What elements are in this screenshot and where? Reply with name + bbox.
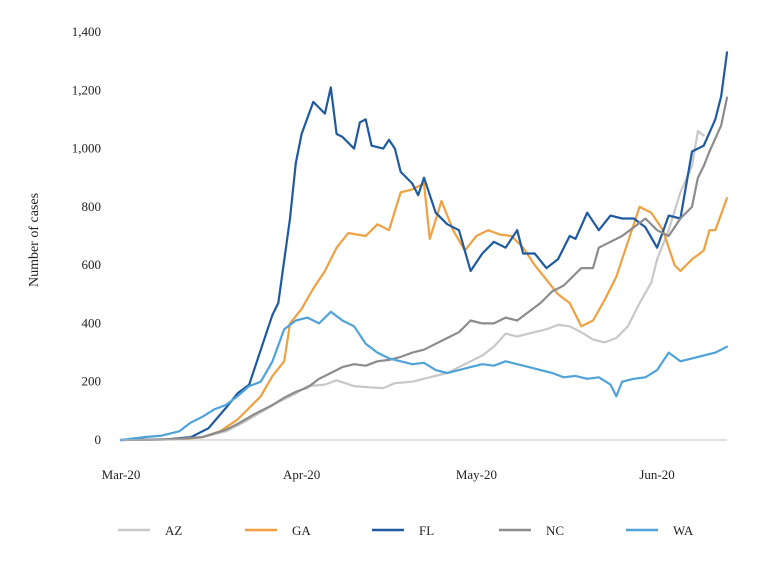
y-tick-label: 1,400 [72, 24, 101, 39]
series-line-nc [119, 96, 729, 442]
x-tick-label: May-20 [456, 467, 497, 482]
x-axis-ticks: Mar-20 Apr-20 May-20 Jun-20 [102, 467, 675, 482]
plot-area [119, 51, 729, 442]
y-axis-title: Number of cases [27, 193, 42, 287]
y-tick-label: 200 [82, 374, 102, 389]
y-tick-label: 1,000 [72, 141, 101, 156]
legend-label-az: AZ [165, 523, 182, 538]
legend-label-fl: FL [419, 523, 434, 538]
series-line-wa [119, 310, 729, 442]
series-line-fl [119, 51, 729, 442]
legend-label-nc: NC [546, 523, 564, 538]
legend-label-wa: WA [673, 523, 694, 538]
y-tick-label: 0 [95, 432, 102, 447]
y-tick-label: 600 [82, 257, 102, 272]
y-tick-label: 800 [82, 199, 102, 214]
x-tick-label: Apr-20 [283, 467, 320, 482]
x-tick-label: Jun-20 [639, 467, 674, 482]
y-tick-label: 1,200 [72, 82, 101, 97]
y-axis-ticks: 0 200 400 600 800 1,000 1,200 1,400 [72, 24, 101, 447]
chart-legend: AZ GA FL NC WA [118, 523, 694, 538]
series-line-az [119, 130, 705, 442]
x-tick-label: Mar-20 [102, 467, 141, 482]
legend-label-ga: GA [292, 523, 311, 538]
y-tick-label: 400 [82, 315, 102, 330]
